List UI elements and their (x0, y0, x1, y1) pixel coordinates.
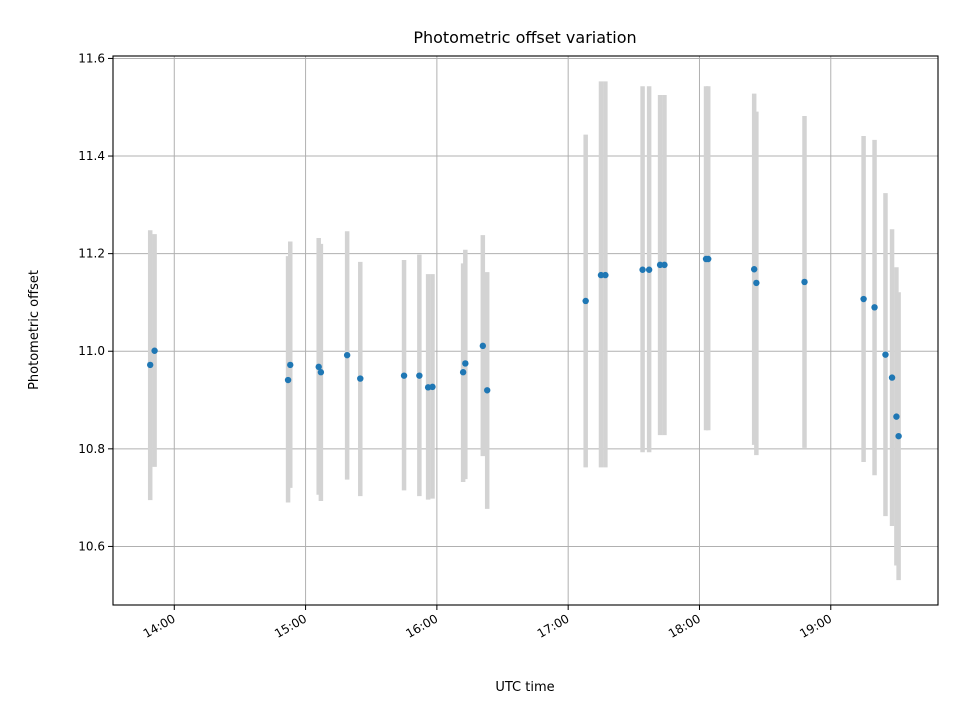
data-point (753, 279, 760, 287)
data-point (151, 347, 158, 354)
data-point (882, 351, 889, 358)
data-point (287, 361, 294, 369)
data-point (895, 432, 902, 440)
data-points (147, 255, 902, 440)
y-tick-label: 10.6 (78, 539, 105, 553)
data-point (462, 360, 469, 367)
data-point (656, 261, 664, 269)
data-point (284, 376, 292, 384)
data-point (459, 369, 467, 376)
data-point (888, 374, 896, 381)
y-axis-ticks: 10.6 10.8 11.0 11.2 11.4 11.6 (78, 51, 113, 553)
data-point (582, 297, 589, 305)
data-point (343, 351, 351, 359)
data-point (639, 266, 646, 273)
data-point (484, 387, 491, 394)
data-point (479, 342, 487, 350)
data-point (400, 372, 408, 379)
x-axis-label: UTC time (495, 680, 554, 695)
y-tick-label: 11.2 (78, 247, 105, 261)
data-point (860, 295, 867, 303)
data-point (893, 413, 900, 420)
data-point (357, 375, 364, 382)
chart-title: Photometric offset variation (413, 28, 636, 47)
data-point (750, 266, 758, 273)
grid-lines (113, 56, 938, 605)
data-point (147, 361, 154, 369)
y-axis-label: Photometric offset (27, 270, 42, 390)
data-point (597, 271, 605, 279)
data-point (602, 271, 609, 279)
plot-frame (112, 55, 939, 606)
y-tick-label: 11.6 (78, 51, 105, 65)
data-point (317, 369, 325, 376)
data-point (661, 261, 668, 269)
data-point (871, 304, 878, 311)
data-point (315, 363, 322, 371)
data-point (416, 372, 423, 379)
y-tick-label: 11.0 (78, 344, 105, 358)
y-tick-label: 10.8 (78, 442, 105, 456)
data-point (645, 266, 653, 273)
data-point (705, 255, 712, 263)
data-point (801, 278, 808, 286)
y-tick-label: 11.4 (78, 149, 105, 163)
data-point (429, 383, 436, 391)
